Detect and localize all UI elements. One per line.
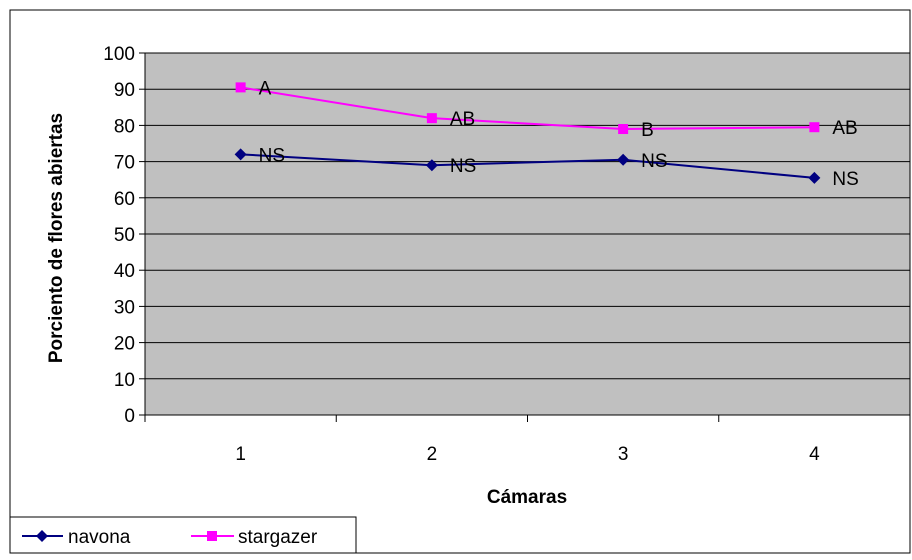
data-point-stargazer [235,82,246,93]
legend-stargazer-label: stargazer [238,527,318,548]
axes: 0 10 20 30 40 50 60 70 80 90 100 1 2 3 4 [103,44,911,465]
y-tick-label: 10 [114,370,135,391]
legend-stargazer-marker [207,531,217,541]
legend: navona stargazer [9,516,357,554]
y-tick-label: 90 [114,80,135,101]
data-labels: NS NS NS NS A AB B AB [259,78,859,190]
y-tick-label: 40 [114,261,135,282]
y-tick-label: 80 [114,116,135,137]
data-point-stargazer [618,124,629,135]
data-label-navona: NS [450,156,476,177]
x-tick-label: 3 [618,444,629,465]
y-tick-label: 0 [124,406,135,427]
gridlines [145,88,910,380]
data-point-stargazer [426,113,437,124]
y-tick-label: 70 [114,153,135,174]
x-tick-label: 1 [235,444,246,465]
data-label-navona: NS [641,151,667,172]
y-tick-label: 100 [103,44,135,65]
legend-box [9,516,357,554]
data-point-navona [808,171,821,184]
data-point-navona [234,148,247,161]
y-tick-label: 50 [114,225,135,246]
data-label-stargazer: AB [450,109,475,130]
y-axis-title: Porciento de flores abiertas [46,113,67,363]
data-label-stargazer: AB [832,118,857,139]
data-label-stargazer: A [259,78,272,99]
x-tick-label: 2 [427,444,438,465]
legend-navona-marker [36,530,48,542]
x-tick-label: 4 [809,444,820,465]
data-label-navona: NS [259,145,285,166]
series-line-stargazer [240,86,815,131]
y-tick-label: 20 [114,334,135,355]
y-tick-label: 30 [114,297,135,318]
data-point-navona [617,153,630,166]
data-point-stargazer [809,122,820,133]
data-label-stargazer: B [641,120,654,141]
series-line-navona [240,153,815,179]
y-tick-label: 60 [114,189,135,210]
legend-navona-label: navona [68,527,131,548]
data-point-navona [425,159,438,172]
series-group [234,82,821,184]
x-axis-title: Cámaras [487,487,567,508]
data-label-navona: NS [832,169,858,190]
